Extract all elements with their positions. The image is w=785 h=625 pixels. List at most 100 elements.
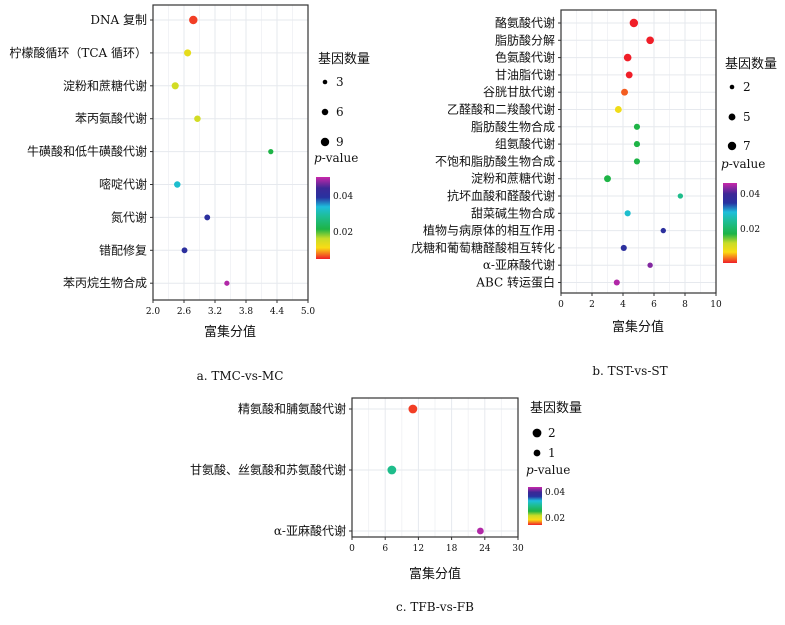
y-tick-label: 甜菜碱生物合成 [471,205,555,220]
data-point [625,71,633,79]
x-tick-label: 24 [479,544,491,554]
x-tick-label: 3.2 [208,307,222,317]
y-tick-label: 不饱和脂肪酸生物合成 [435,153,555,168]
x-axis-label: 富集分值 [409,566,461,582]
x-tick-label: 8 [682,300,688,310]
color-bar-tick-label: 0.04 [740,190,760,200]
size-legend-dot [320,137,330,147]
color-bar-tick-label: 0.04 [545,488,565,498]
y-tick-label: 苯丙烷生物合成 [63,275,147,290]
y-tick-label: α-亚麻酸代谢 [483,257,555,272]
x-tick-label: 10 [710,300,722,310]
data-point [171,82,179,90]
data-point [623,53,632,62]
x-tick-label: 4 [620,300,626,310]
data-point [677,193,684,199]
color-legend-title: p-value [526,463,570,477]
data-point [660,227,666,234]
color-legend-title: p-value [314,151,358,165]
x-tick-label: 12 [413,544,424,554]
size-legend-label: 7 [743,139,751,153]
x-axis-label: 富集分值 [612,319,664,335]
y-tick-label: 脂肪酸生物合成 [471,119,555,134]
y-tick-label: 嘧啶代谢 [99,177,147,192]
color-bar [528,487,542,525]
data-point [181,247,188,254]
color-bar-tick-label: 0.02 [740,225,760,235]
data-point [629,18,639,28]
data-point [624,210,631,217]
y-tick-label: 乙醛酸和二羧酸代谢 [447,102,555,117]
y-tick-label: 精氨酸和脯氨酸代谢 [238,401,346,416]
size-legend-dot [729,84,735,90]
data-point [621,88,628,96]
data-point [633,158,641,165]
size-legend-label: 2 [743,80,751,94]
y-tick-label: 谷胱甘肽代谢 [483,84,555,99]
data-point [646,36,654,45]
plot-frame [560,9,717,294]
panel-caption: c. TFB-vs-FB [396,600,474,614]
y-tick-label: 抗坏血酸和醛酸代谢 [447,188,555,203]
size-legend-dot [322,79,328,85]
y-tick-label: 酪氨酸代谢 [495,15,555,30]
x-tick-label: 18 [446,544,458,554]
data-point [174,181,181,188]
size-legend-dot [728,113,736,121]
plot-frame [351,397,519,538]
y-tick-label: 牛磺酸和低牛磺酸代谢 [27,144,147,159]
x-tick-label: 5.0 [301,307,316,317]
color-bar [316,177,330,259]
x-tick-label: 6 [382,544,388,554]
y-tick-label: 戊糖和葡萄糖醛酸相互转化 [411,240,555,255]
data-point [647,262,653,268]
data-point [604,175,611,183]
data-point [194,115,201,122]
size-legend-label: 5 [743,110,751,124]
data-point [408,404,418,414]
size-legend-label: 9 [336,135,344,149]
color-bar-tick-label: 0.02 [545,514,565,524]
color-bar-tick-label: 0.02 [333,228,353,238]
panel-caption: a. TMC-vs-MC [197,369,284,383]
y-tick-label: 色氨酸代谢 [495,50,555,65]
y-tick-label: α-亚麻酸代谢 [274,523,346,538]
x-tick-label: 2 [589,300,595,310]
color-bar [723,183,737,263]
x-tick-label: 2.0 [146,307,161,317]
x-tick-label: 2.6 [177,307,192,317]
x-axis-label: 富集分值 [204,324,256,340]
color-bar-tick-label: 0.04 [333,192,353,202]
x-tick-label: 0 [349,544,355,554]
x-tick-label: 0 [558,300,564,310]
y-tick-label: 甘氨酸、丝氨酸和苏氨酸代谢 [190,462,346,477]
y-tick-label: 苯丙氨酸代谢 [75,111,147,126]
data-point [633,141,641,148]
y-tick-label: 甘油脂代谢 [495,67,555,82]
x-tick-label: 30 [512,544,524,554]
y-tick-label: ABC 转运蛋白 [475,275,555,290]
y-tick-label: 组氨酸代谢 [495,136,555,151]
y-tick-label: DNA 复制 [90,13,147,27]
chart-panel-b: 0 2 4 6 8 10 酪氨酸代谢脂肪酸分解色氨酸代谢甘油脂代谢谷胱甘肽代谢乙醛酸和二羧酸… [411,9,777,378]
y-tick-label: 错配修复 [99,242,147,257]
y-tick-label: 淀粉和蔗糖代谢 [471,171,555,186]
data-point [613,279,620,286]
data-point [189,15,198,25]
y-tick-label: 植物与病原体的相互作用 [423,223,555,238]
panel-caption: b. TST-vs-ST [592,364,667,378]
plot-frame [152,4,309,301]
size-legend-title: 基因数量 [318,52,370,67]
data-point [268,148,274,155]
data-point [184,49,192,57]
size-legend-dot [321,108,329,116]
data-point [476,527,484,535]
size-legend-title: 基因数量 [725,57,777,72]
x-tick-label: 3.8 [239,307,254,317]
y-tick-label: 脂肪酸分解 [495,32,555,47]
x-tick-label: 4.4 [270,307,285,317]
x-tick-label: 6 [651,300,657,310]
size-legend-label: 3 [336,75,344,89]
